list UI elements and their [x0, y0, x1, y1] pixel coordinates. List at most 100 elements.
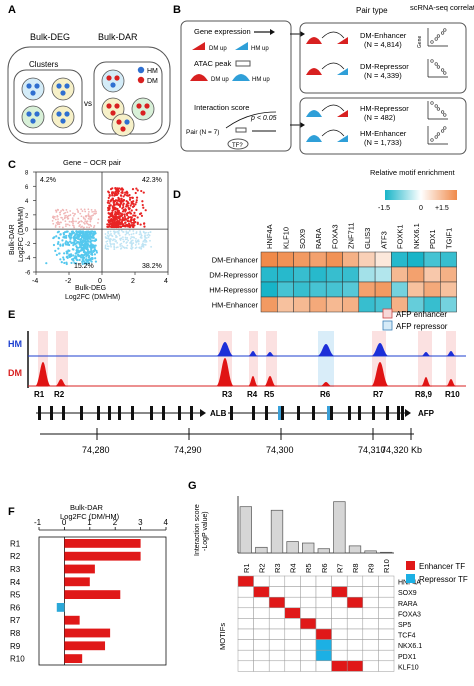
afp-exon [401, 406, 404, 420]
hm-repressor-point [135, 237, 137, 240]
hm-enhancer-point [94, 244, 97, 247]
y-tick-label: -2 [25, 242, 31, 248]
bar-xlabel-1: Bulk-DAR [70, 503, 104, 512]
dm-enhancer-point [131, 196, 134, 199]
dm-enhancer-point [116, 224, 119, 228]
hm-enhancer-point [53, 236, 56, 239]
motif-grid-cell [346, 628, 364, 640]
alb-exon [118, 406, 121, 420]
motif-grid-cell [300, 660, 317, 672]
dm-enhancer-point [134, 203, 137, 206]
afp-exon [281, 406, 284, 420]
dm-enhancer-point [114, 207, 117, 210]
dm-repressor-point [62, 218, 64, 221]
cluster-circle [21, 77, 45, 101]
motif-grid-cell [268, 639, 286, 651]
dm-enhancer-point [121, 207, 124, 210]
motif-row-label: SP5 [398, 622, 411, 629]
hm-enhancer-point [81, 262, 84, 266]
dm-enhancer-point [117, 187, 120, 190]
motif-grid-cell [237, 575, 254, 587]
pair-type-count: (N = 482) [364, 113, 396, 122]
dm-enhancer-point [113, 215, 117, 218]
hm-enhancer-point [84, 234, 87, 237]
score-region-label: R10 [382, 559, 391, 573]
dar-bar-chart: -1 0 1 2 3 4 R1 R2 R3 R4 R5 R6 R7 R8 R9 R10 [10, 518, 169, 666]
bar-x-tick-label: 4 [164, 518, 169, 527]
dm-enhancer-point [140, 214, 144, 217]
dm-enhancer-point [121, 200, 124, 203]
x-tick-label: -4 [32, 278, 38, 285]
hm-enhancer-point [83, 237, 86, 240]
afp-exon [265, 406, 268, 420]
dm-repressor-point [84, 210, 87, 213]
dm-repressor-point [97, 218, 100, 221]
dm-repressor-point [52, 222, 55, 225]
motif-grid-cell [315, 586, 332, 598]
panel-letter-a: A [8, 4, 16, 16]
dm-enhancer-point [107, 216, 111, 219]
dm-enhancer-point [136, 222, 139, 226]
hm-repressor-point [115, 246, 118, 249]
mini-point [430, 101, 434, 105]
genome-track: R1 R2 R3 R4 R5 R6 R7 R8,9 R10 ALB AFP 74,280 74,290 7… [27, 331, 466, 455]
mini-point [443, 113, 447, 117]
motif-grid-cell [268, 618, 286, 630]
dm-repressor-point [73, 226, 75, 229]
hm-repressor-point [138, 247, 141, 249]
hm-enhancer-point [86, 251, 89, 254]
hm-repressor-point [140, 233, 142, 236]
atac-peak-box [235, 60, 251, 67]
score-bar [364, 550, 377, 554]
dm-repressor-point [82, 221, 85, 224]
hm-enhancer-point [80, 236, 84, 239]
dm-repressor-point [87, 213, 90, 215]
motif-grid-cell [300, 639, 317, 651]
score-region-label: R7 [335, 563, 344, 573]
dm-enhancer-point [107, 221, 111, 224]
dm-enhancer-point [121, 216, 124, 220]
y-tick-label: -4 [25, 256, 31, 262]
heatmap-cell [407, 251, 425, 268]
dm-repressor-point [76, 208, 79, 211]
hm-repressor-point [110, 234, 113, 237]
heatmap-cell [374, 266, 392, 283]
score-bar [239, 506, 252, 554]
dm-repressor-point [85, 215, 88, 218]
dm-peak [320, 382, 332, 386]
hm-repressor-point [122, 238, 124, 241]
y-tick-label: 2 [25, 213, 29, 219]
hm-enhancer-point [71, 230, 74, 234]
heatmap-cell [277, 266, 294, 283]
cell-dot [34, 111, 40, 117]
hm-enhancer-point [79, 244, 83, 247]
motif-grid-cell [315, 628, 332, 640]
heatmap-cell [309, 296, 327, 313]
dm-enhancer-point [107, 196, 110, 200]
bar-x-tick-label: -1 [34, 518, 42, 527]
motif-row-label: NKX6.1 [398, 643, 422, 650]
motif-row-label: SOX9 [398, 590, 417, 597]
hm-enhancer-point [80, 248, 83, 251]
hm-legend-label: HM [147, 68, 158, 75]
hm-repressor-point [134, 247, 137, 250]
motif-grid-cell [315, 575, 332, 587]
hm-repressor-point [122, 231, 124, 233]
dm-peak [371, 362, 389, 386]
score-ylabel-2: -LogP value) [202, 511, 209, 551]
hm-repressor-point [139, 231, 142, 234]
cell-dot [106, 75, 112, 81]
hm-enhancer-point [91, 256, 94, 260]
dm-enhancer-point [130, 202, 133, 205]
heatmap-cell [358, 266, 376, 283]
scatter-ylabel-2: Log2FC (DM/HM) [18, 207, 25, 262]
hm-pair-frame [299, 97, 467, 155]
dm-enhancer-point [122, 219, 125, 222]
dm-repressor-point [84, 218, 87, 221]
dm-repressor-point [74, 213, 76, 215]
dm-enhancer-point [126, 201, 129, 204]
dm-repressor-point [80, 220, 83, 222]
mini-point [434, 37, 438, 41]
hm-enhancer-point [94, 257, 97, 260]
